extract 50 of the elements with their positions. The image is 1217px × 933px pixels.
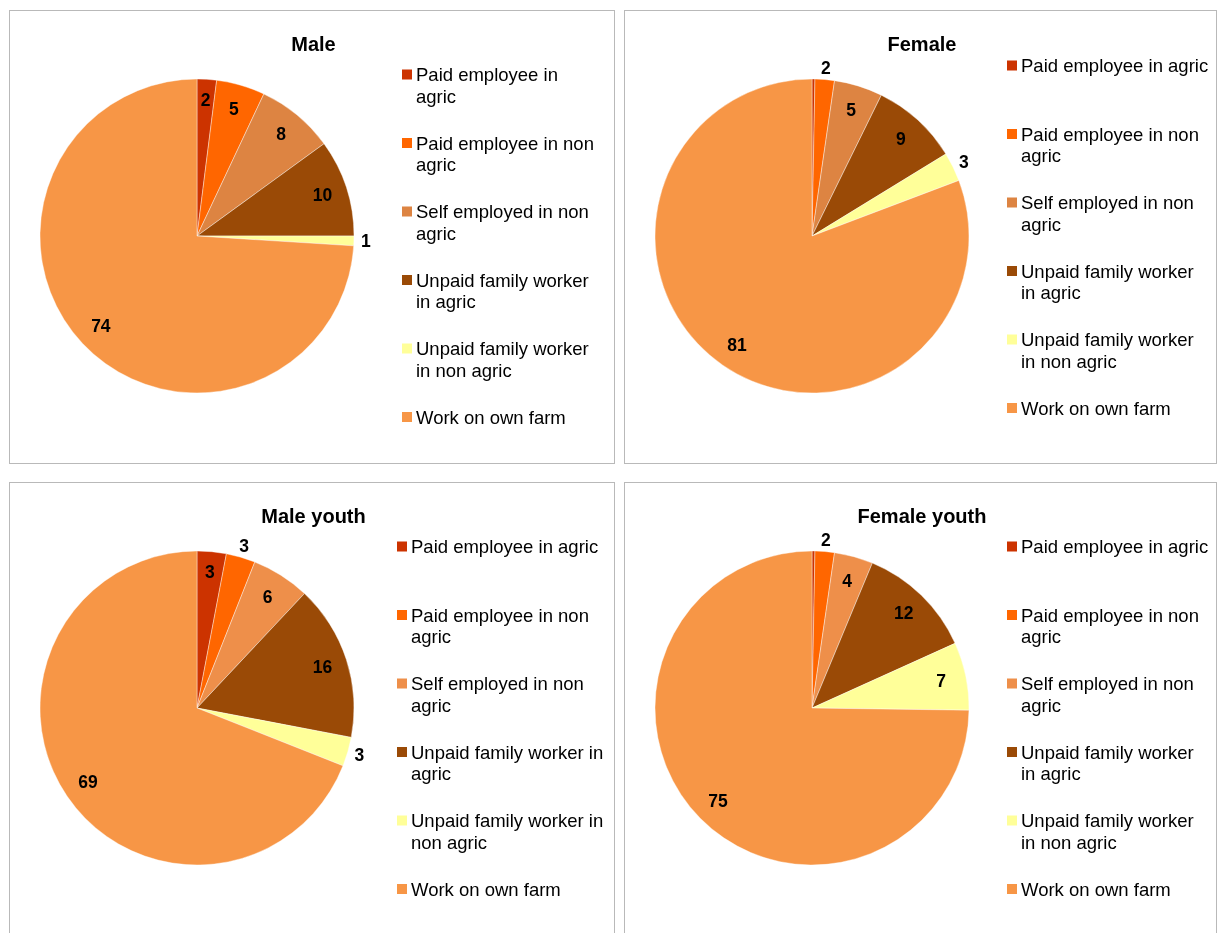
data-label: 7	[936, 671, 946, 692]
legend-label: Work on own farm	[1021, 878, 1171, 900]
data-label: 6	[262, 586, 273, 607]
legend-label: Paid employee in non agric	[411, 604, 589, 647]
legend-label: Self employed in non agric	[1021, 673, 1194, 716]
data-label: 81	[727, 334, 748, 355]
legend-label: Unpaid family worker in non agric	[411, 810, 604, 853]
data-label: 3	[239, 535, 250, 556]
legend-label: Unpaid family worker in agric	[416, 269, 589, 312]
legend-label: Unpaid family worker in non agric	[1021, 329, 1194, 372]
legend-label: Unpaid family worker in non agric	[416, 338, 589, 381]
legend-label: Self employed in non agric	[1021, 192, 1194, 235]
text: Female	[887, 33, 957, 55]
data-label: 74	[91, 316, 111, 337]
text: Male youth	[261, 505, 366, 527]
data-label: 5	[228, 99, 239, 120]
legend-label: Paid employee in non agric	[1021, 604, 1199, 647]
legend-label: Unpaid family worker in agric	[1021, 260, 1194, 303]
legend-label: Paid employee in agric	[411, 536, 599, 557]
data-label: 3	[958, 151, 969, 172]
legend-label: Self employed in non agric	[411, 673, 584, 716]
data-label: 16	[312, 657, 333, 678]
legend-label: Work on own farm	[411, 878, 561, 900]
data-label: 5	[846, 100, 857, 121]
data-label: 75	[708, 790, 729, 811]
data-label: 2	[820, 529, 831, 550]
legend-label: Paid employee in agric	[1021, 536, 1209, 557]
data-label: 69	[78, 772, 98, 793]
data-label: 2	[820, 57, 831, 78]
data-label: 8	[276, 124, 287, 145]
data-label: 12	[894, 603, 914, 624]
data-label: 2	[200, 89, 211, 110]
legend-label: Work on own farm	[1021, 397, 1171, 419]
data-label: 9	[895, 128, 906, 149]
legend-label: Paid employee in agric	[1021, 55, 1209, 76]
data-label: 1	[361, 231, 372, 252]
legend-label: Unpaid family worker in agric	[1021, 741, 1194, 784]
data-label: 10	[312, 185, 333, 206]
legend-label: Work on own farm	[416, 406, 566, 428]
data-label: 4	[842, 570, 853, 591]
legend-label: Paid employee in non agric	[1021, 123, 1199, 166]
legend-label: Paid employee in agric	[416, 64, 558, 107]
legend-label: Self employed in non agric	[416, 201, 589, 244]
data-label: 3	[204, 562, 215, 583]
legend-label: Paid employee in non agric	[416, 132, 594, 175]
text: Female youth	[857, 505, 987, 527]
data-label: 3	[354, 745, 365, 766]
legend-label: Unpaid family worker in agric	[411, 741, 604, 784]
legend-label: Unpaid family worker in non agric	[1021, 810, 1194, 853]
text: Male	[291, 33, 336, 55]
